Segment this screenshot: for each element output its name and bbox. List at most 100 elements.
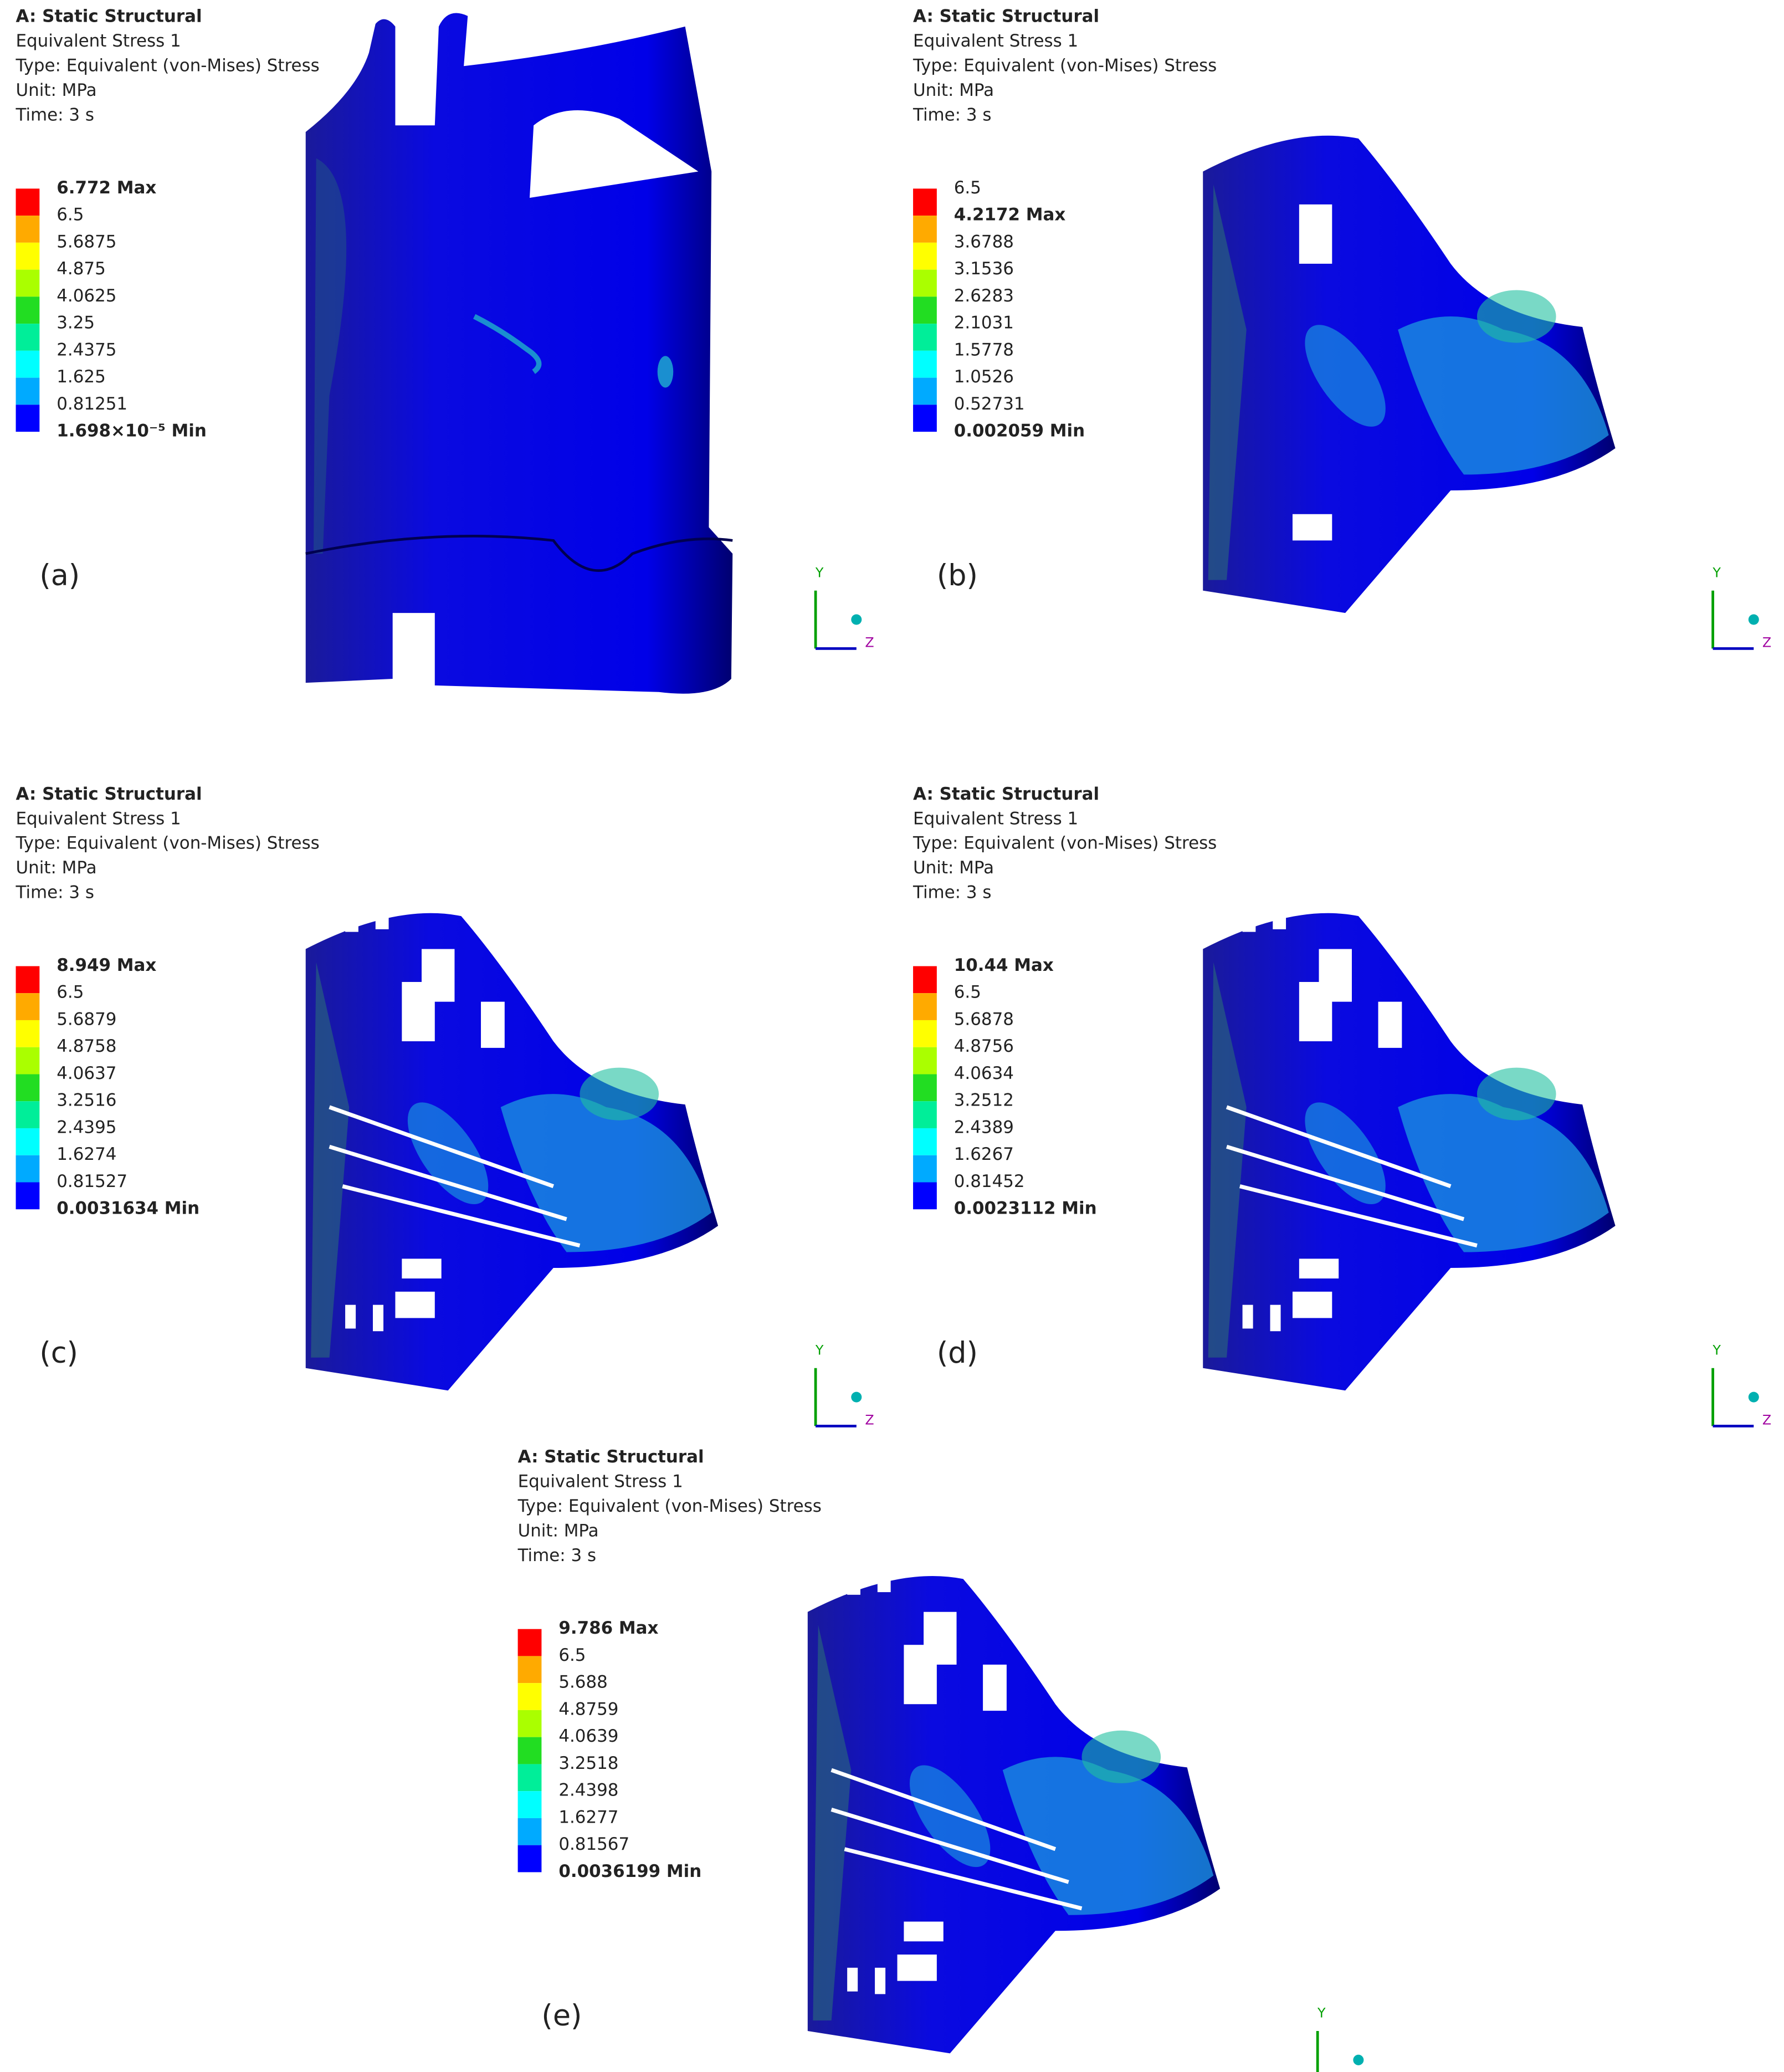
legend-label: 4.8759 xyxy=(558,1699,618,1719)
axis-z-dot xyxy=(851,1391,862,1403)
legend-label: 5.6879 xyxy=(57,1009,116,1029)
result-info: Equivalent Stress 1 xyxy=(518,1471,683,1491)
result-info: Time: 3 s xyxy=(16,883,94,903)
panel-label: (d) xyxy=(937,1336,978,1370)
legend-swatch xyxy=(517,1764,542,1792)
axis-z-label: Z xyxy=(1762,635,1771,650)
result-info: Type: Equivalent (von-Mises) Stress xyxy=(517,1496,822,1516)
legend-label: 6.772 Max xyxy=(57,178,156,198)
legend-label: 2.4389 xyxy=(954,1117,1014,1137)
legend-label: 3.25 xyxy=(57,313,95,333)
axis-y-label: Y xyxy=(1712,565,1721,580)
legend-label: 3.2516 xyxy=(57,1091,116,1111)
result-title: A: Static Structural xyxy=(16,7,202,27)
model-render xyxy=(1203,135,1616,613)
result-info: Unit: MPa xyxy=(16,80,97,100)
legend-swatch xyxy=(16,324,40,351)
legend-swatch xyxy=(517,1629,542,1656)
result-info: Type: Equivalent (von-Mises) Stress xyxy=(912,56,1217,76)
panel: A: Static Structural Equivalent Stress 1 T… xyxy=(517,1447,1364,2072)
legend-label: 0.81452 xyxy=(954,1171,1025,1191)
legend-swatch xyxy=(16,966,40,994)
legend-swatch xyxy=(16,216,40,243)
result-info: Equivalent Stress 1 xyxy=(16,809,181,828)
model-render xyxy=(1203,913,1616,1391)
legend-swatch xyxy=(16,1101,40,1128)
panel-label: (c) xyxy=(39,1336,78,1370)
legend-label: 1.6277 xyxy=(558,1807,618,1827)
legend-label: 5.6875 xyxy=(57,232,116,252)
result-title: A: Static Structural xyxy=(16,784,202,804)
legend-swatch xyxy=(16,242,40,270)
legend-swatch xyxy=(517,1818,542,1845)
legend-label: 3.1536 xyxy=(954,259,1014,279)
result-info: Time: 3 s xyxy=(16,105,94,125)
model-render xyxy=(306,13,733,694)
axis-z-label: Z xyxy=(1762,1412,1771,1428)
axis-y-label: Y xyxy=(815,565,824,580)
legend-swatch xyxy=(913,1101,937,1128)
result-info: Type: Equivalent (von-Mises) Stress xyxy=(16,56,320,76)
legend-label: 1.5778 xyxy=(954,340,1014,360)
legend-swatch xyxy=(913,269,937,297)
axis-y-label: Y xyxy=(1317,2006,1326,2021)
legend-label: 0.81527 xyxy=(57,1171,127,1191)
legend-swatch xyxy=(913,1047,937,1075)
legend-swatch xyxy=(913,405,937,432)
legend-swatch xyxy=(16,1182,40,1210)
result-info: Equivalent Stress 1 xyxy=(913,31,1078,51)
axis-z-label: Z xyxy=(865,635,874,650)
legend-label: 4.8758 xyxy=(57,1036,116,1056)
legend-label: 4.0634 xyxy=(954,1063,1014,1083)
result-title: A: Static Structural xyxy=(913,7,1099,27)
legend-label: 0.0036199 Min xyxy=(558,1861,701,1881)
legend-label: 4.0639 xyxy=(558,1726,618,1746)
panel-label: (a) xyxy=(39,559,80,592)
result-info: Equivalent Stress 1 xyxy=(16,31,181,51)
legend-label: 0.52731 xyxy=(954,394,1025,414)
legend-label: 0.81567 xyxy=(558,1834,629,1854)
panel-label: (b) xyxy=(937,559,978,592)
legend-swatch xyxy=(517,1656,542,1684)
legend-label: 3.6788 xyxy=(954,232,1014,252)
legend-label: 0.81251 xyxy=(57,394,127,414)
model-render xyxy=(807,1576,1221,2054)
legend-swatch xyxy=(913,993,937,1020)
result-info: Unit: MPa xyxy=(16,858,97,878)
legend-label: 2.4375 xyxy=(57,340,116,360)
legend-label: 0.0031634 Min xyxy=(57,1199,199,1219)
result-title: A: Static Structural xyxy=(518,1447,704,1467)
legend-swatch xyxy=(913,324,937,351)
legend-swatch xyxy=(16,377,40,405)
panel-label: (e) xyxy=(541,1999,582,2033)
legend-swatch xyxy=(16,405,40,432)
legend-label: 2.4395 xyxy=(57,1117,116,1137)
legend-swatch xyxy=(913,377,937,405)
legend-label: 4.0625 xyxy=(57,286,116,306)
legend-swatch xyxy=(517,1737,542,1764)
axis-z-dot xyxy=(1748,614,1759,625)
legend-label: 6.5 xyxy=(57,983,84,1002)
legend-label: 3.2518 xyxy=(558,1753,618,1773)
legend-label: 6.5 xyxy=(558,1645,586,1665)
legend-swatch xyxy=(517,1845,542,1873)
legend-swatch xyxy=(16,1074,40,1102)
result-info: Time: 3 s xyxy=(517,1546,596,1565)
legend-swatch xyxy=(16,296,40,324)
legend-label: 1.698×10⁻⁵ Min xyxy=(57,421,207,441)
legend-swatch xyxy=(913,188,937,216)
legend-swatch xyxy=(517,1791,542,1818)
axis-z-dot xyxy=(1748,1391,1759,1403)
model-render xyxy=(305,913,719,1391)
legend-swatch xyxy=(913,216,937,243)
legend-swatch xyxy=(913,350,937,378)
legend-swatch xyxy=(913,1155,937,1183)
legend-swatch xyxy=(517,1683,542,1710)
legend-swatch xyxy=(16,269,40,297)
legend-swatch xyxy=(16,1128,40,1155)
axis-y-label: Y xyxy=(1712,1342,1721,1358)
legend-label: 4.8756 xyxy=(954,1036,1014,1056)
legend-swatch xyxy=(16,1155,40,1183)
